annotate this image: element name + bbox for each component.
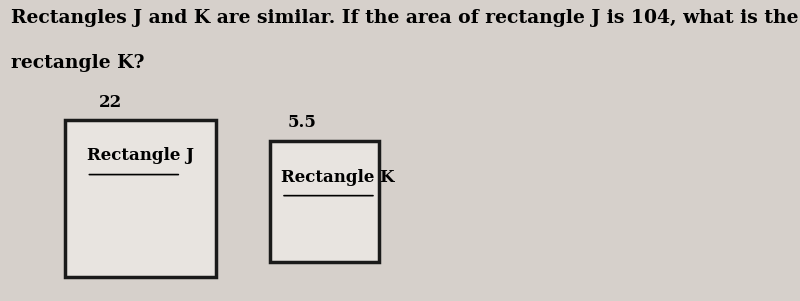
FancyBboxPatch shape xyxy=(270,141,378,262)
Text: 22: 22 xyxy=(99,95,122,111)
Text: Rectangles J and K are similar. If the area of rectangle J is 104, what is the a: Rectangles J and K are similar. If the a… xyxy=(11,9,800,27)
Text: rectangle K?: rectangle K? xyxy=(11,54,144,72)
Text: Rectangle J: Rectangle J xyxy=(86,147,194,164)
FancyBboxPatch shape xyxy=(65,120,216,277)
Text: Rectangle K: Rectangle K xyxy=(281,169,394,185)
Text: 5.5: 5.5 xyxy=(287,114,316,131)
